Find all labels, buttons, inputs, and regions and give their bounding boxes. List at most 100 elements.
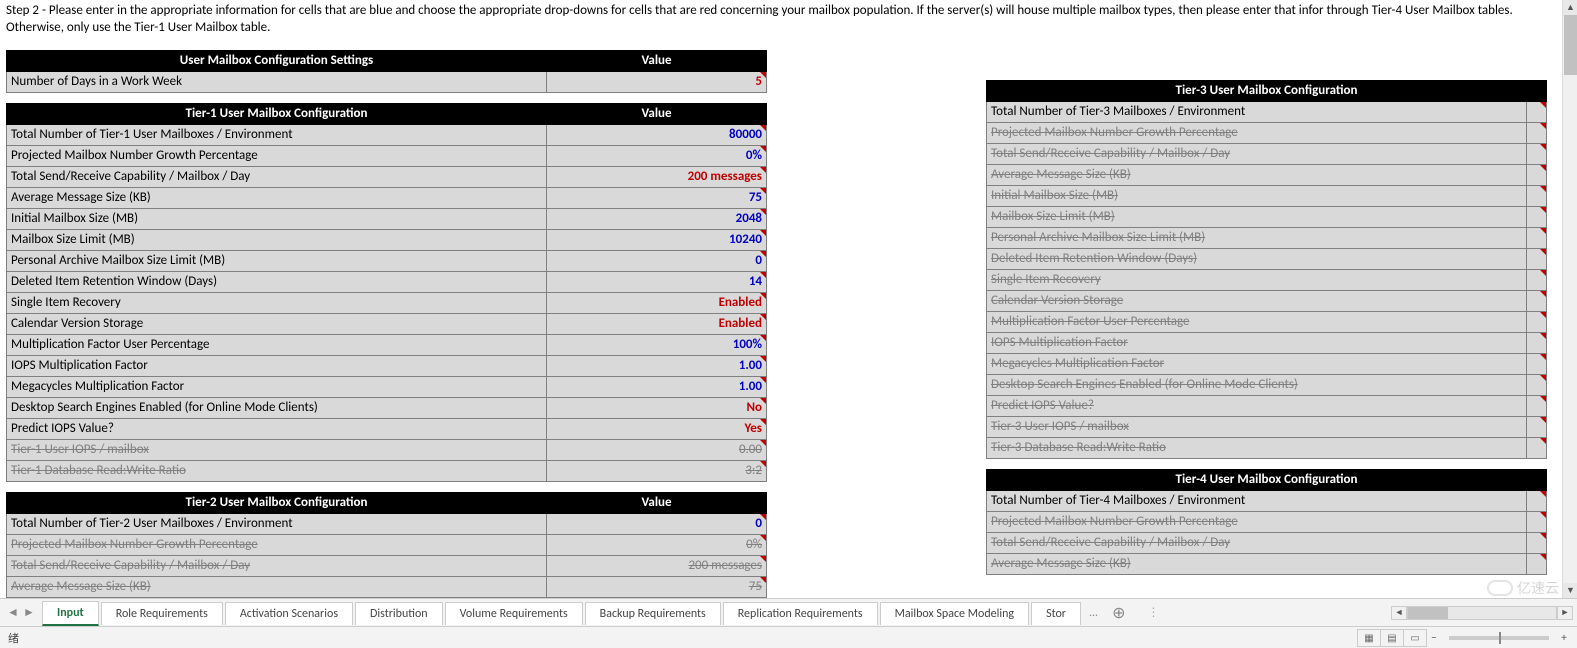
row-value: 0.00 bbox=[547, 439, 767, 460]
tier2-table: Tier-2 User Mailbox Configuration Value … bbox=[6, 492, 767, 598]
row-label: Total Send/Receive Capability / Mailbox … bbox=[987, 143, 1527, 164]
table-row: Megacycles Multiplication Factor1.00 bbox=[7, 376, 767, 397]
row-value[interactable]: 0 bbox=[547, 250, 767, 271]
row-value[interactable]: Yes bbox=[547, 418, 767, 439]
scroll-up-button[interactable]: ▲ bbox=[1563, 0, 1577, 15]
row-label: Initial Mailbox Size (MB) bbox=[7, 208, 547, 229]
sheet-tab[interactable]: Backup Requirements bbox=[585, 602, 721, 625]
sheet-tabs-bar: ◄ ► InputRole RequirementsActivation Sce… bbox=[0, 598, 1577, 626]
sheet-tab[interactable]: Volume Requirements bbox=[445, 602, 583, 625]
table-row: Projected Mailbox Number Growth Percenta… bbox=[987, 511, 1547, 532]
row-value[interactable]: 5 bbox=[547, 71, 767, 92]
status-right-controls: ▦ ▤ ▭ − + bbox=[1358, 629, 1577, 647]
row-value[interactable] bbox=[1527, 490, 1547, 511]
row-label: Projected Mailbox Number Growth Percenta… bbox=[987, 511, 1527, 532]
row-label: Total Send/Receive Capability / Mailbox … bbox=[7, 166, 547, 187]
table-row: Total Number of Tier-2 User Mailboxes / … bbox=[7, 513, 767, 534]
row-value[interactable]: 10240 bbox=[547, 229, 767, 250]
view-normal-button[interactable]: ▦ bbox=[1357, 629, 1381, 647]
row-value bbox=[1527, 290, 1547, 311]
table-row: Calendar Version Storage bbox=[987, 290, 1547, 311]
row-value bbox=[1527, 511, 1547, 532]
sheet-tab[interactable]: Role Requirements bbox=[101, 602, 223, 625]
row-value[interactable] bbox=[1527, 101, 1547, 122]
table-row: IOPS Multiplication Factor bbox=[987, 332, 1547, 353]
table-row: Average Message Size (KB) bbox=[987, 553, 1547, 574]
table-row: Number of Days in a Work Week5 bbox=[7, 71, 767, 92]
tier1-header-label: Tier-1 User Mailbox Configuration bbox=[7, 103, 547, 124]
instructions-text: Step 2 - Please enter in the appropriate… bbox=[0, 0, 1562, 40]
row-label: Total Send/Receive Capability / Mailbox … bbox=[7, 555, 547, 576]
table-row: Single Item Recovery bbox=[987, 269, 1547, 290]
table-row: Predict IOPS Value? bbox=[987, 395, 1547, 416]
table-row: Multiplication Factor User Percentage bbox=[987, 311, 1547, 332]
row-label: Calendar Version Storage bbox=[987, 290, 1527, 311]
row-value[interactable]: 14 bbox=[547, 271, 767, 292]
row-label: Projected Mailbox Number Growth Percenta… bbox=[7, 534, 547, 555]
row-value[interactable]: 0% bbox=[547, 145, 767, 166]
zoom-out-button[interactable]: − bbox=[1427, 631, 1441, 644]
row-value[interactable]: 2048 bbox=[547, 208, 767, 229]
row-label: Tier-1 Database Read:Write Ratio bbox=[7, 460, 547, 481]
row-label: Number of Days in a Work Week bbox=[7, 71, 547, 92]
row-label: Total Number of Tier-2 User Mailboxes / … bbox=[7, 513, 547, 534]
sheet-tab[interactable]: Mailbox Space Modeling bbox=[880, 602, 1029, 625]
view-page-break-button[interactable]: ▭ bbox=[1403, 629, 1427, 647]
right-column: Tier-3 User Mailbox Configuration Total … bbox=[986, 40, 1546, 598]
table-row: Tier-3 Database Read:Write Ratio bbox=[987, 437, 1547, 458]
row-value[interactable]: 1.00 bbox=[547, 376, 767, 397]
row-value[interactable]: 100% bbox=[547, 334, 767, 355]
tab-nav-prev-icon[interactable]: ◄ bbox=[6, 606, 20, 620]
table-row: Mailbox Size Limit (MB) bbox=[987, 206, 1547, 227]
sheet-tab[interactable]: Activation Scenarios bbox=[225, 602, 353, 625]
zoom-slider[interactable] bbox=[1449, 636, 1549, 640]
horizontal-scroll-thumb[interactable] bbox=[1408, 607, 1448, 619]
tabs-ellipsis[interactable]: ... bbox=[1083, 606, 1104, 620]
sheet-tab[interactable]: Input bbox=[42, 601, 99, 626]
horizontal-scroll-track[interactable] bbox=[1407, 606, 1557, 620]
vertical-scroll-thumb[interactable] bbox=[1564, 15, 1577, 75]
row-value bbox=[1527, 185, 1547, 206]
scroll-down-button[interactable]: ▼ bbox=[1563, 583, 1577, 598]
row-label: Personal Archive Mailbox Size Limit (MB) bbox=[987, 227, 1527, 248]
row-value[interactable]: 1.00 bbox=[547, 355, 767, 376]
table-row: Tier-1 Database Read:Write Ratio3:2 bbox=[7, 460, 767, 481]
row-value[interactable]: Enabled bbox=[547, 292, 767, 313]
tabs-container: InputRole RequirementsActivation Scenari… bbox=[42, 600, 1083, 625]
tab-nav-next-icon[interactable]: ► bbox=[22, 606, 36, 620]
row-value bbox=[1527, 122, 1547, 143]
row-value: 75 bbox=[547, 576, 767, 597]
row-value[interactable]: 200 messages bbox=[547, 166, 767, 187]
row-label: Projected Mailbox Number Growth Percenta… bbox=[7, 145, 547, 166]
sheet-tab[interactable]: Distribution bbox=[355, 602, 443, 625]
table-row: Megacycles Multiplication Factor bbox=[987, 353, 1547, 374]
row-value[interactable]: 0 bbox=[547, 513, 767, 534]
sheet-tab[interactable]: Replication Requirements bbox=[723, 602, 878, 625]
row-value[interactable]: No bbox=[547, 397, 767, 418]
table-row: Desktop Search Engines Enabled (for Onli… bbox=[7, 397, 767, 418]
vertical-scrollbar[interactable]: ▲ ▼ bbox=[1562, 0, 1577, 598]
cloud-icon bbox=[1487, 580, 1513, 596]
row-value[interactable]: 80000 bbox=[547, 124, 767, 145]
scroll-right-button[interactable]: ► bbox=[1557, 606, 1573, 620]
horizontal-scrollbar[interactable]: ◄ ► bbox=[1391, 606, 1577, 620]
table-row: Multiplication Factor User Percentage100… bbox=[7, 334, 767, 355]
row-label: Personal Archive Mailbox Size Limit (MB) bbox=[7, 250, 547, 271]
row-label: Calendar Version Storage bbox=[7, 313, 547, 334]
scroll-left-button[interactable]: ◄ bbox=[1391, 606, 1407, 620]
sheet-tab[interactable]: Stor bbox=[1031, 602, 1081, 625]
row-label: Deleted Item Retention Window (Days) bbox=[7, 271, 547, 292]
tier3-header-label: Tier-3 User Mailbox Configuration bbox=[987, 80, 1547, 101]
row-value: 0% bbox=[547, 534, 767, 555]
row-value[interactable]: Enabled bbox=[547, 313, 767, 334]
add-sheet-button[interactable]: ⊕ bbox=[1104, 603, 1133, 623]
tab-split-handle[interactable]: ⋮ bbox=[1144, 605, 1164, 620]
row-value[interactable]: 75 bbox=[547, 187, 767, 208]
worksheet-viewport: Step 2 - Please enter in the appropriate… bbox=[0, 0, 1562, 598]
row-value bbox=[1527, 206, 1547, 227]
row-label: Mailbox Size Limit (MB) bbox=[7, 229, 547, 250]
row-label: Average Message Size (KB) bbox=[7, 576, 547, 597]
zoom-in-button[interactable]: + bbox=[1557, 631, 1571, 644]
view-page-layout-button[interactable]: ▤ bbox=[1380, 629, 1404, 647]
watermark-text: 亿速云 bbox=[1517, 578, 1559, 598]
